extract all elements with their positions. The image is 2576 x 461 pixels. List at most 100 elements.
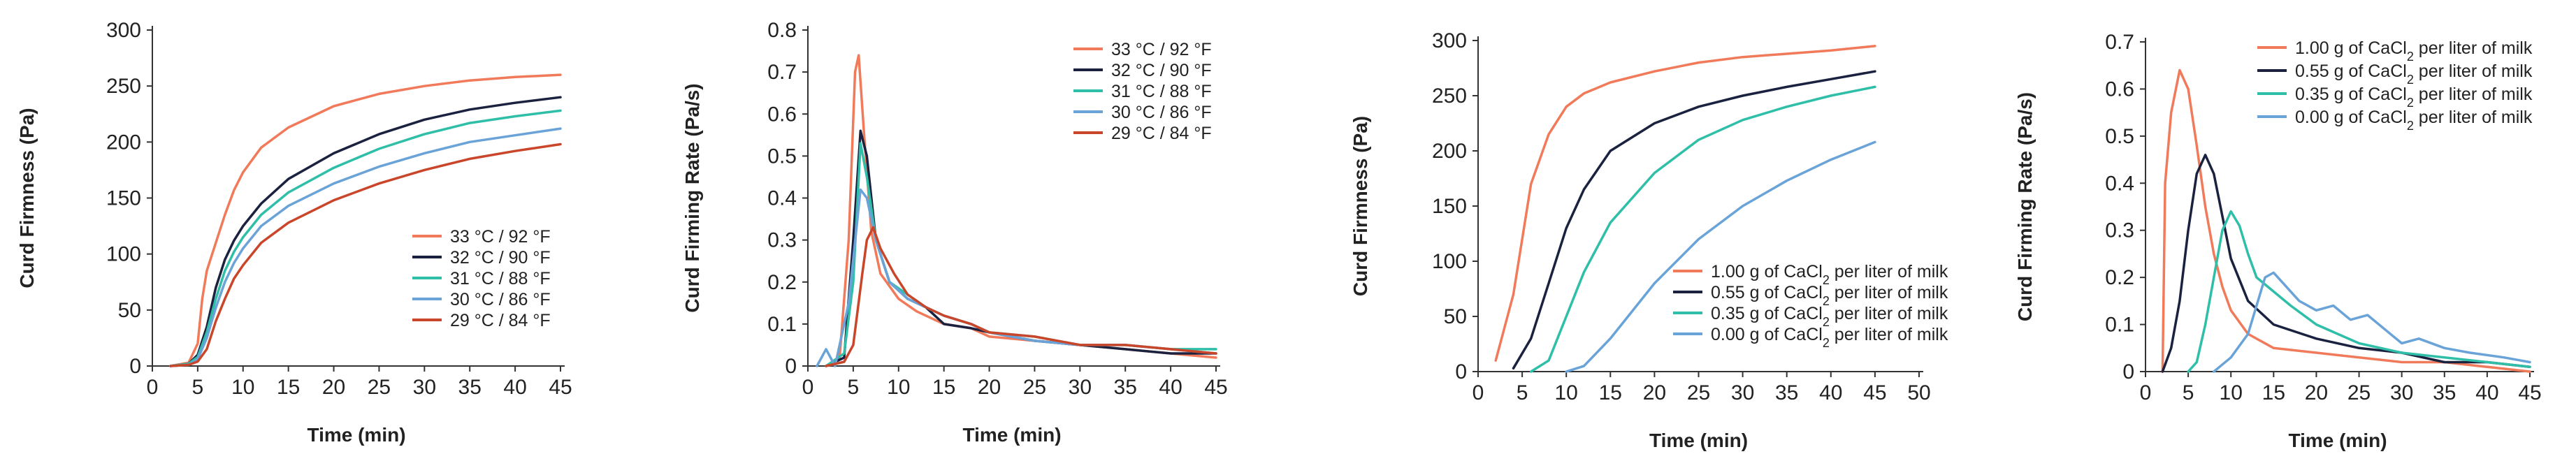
x-tick-label: 45: [1863, 381, 1886, 404]
legend-label: 33 °C / 92 °F: [450, 227, 551, 247]
x-tick-label: 35: [458, 376, 482, 399]
y-axis-title: Curd Firming Rate (Pa/s): [681, 83, 703, 312]
y-tick-label: 300: [106, 19, 141, 42]
legend-label: 0.00 g of CaCl2 per liter of milk: [2295, 108, 2533, 133]
x-tick-label: 0: [1472, 381, 1484, 404]
x-tick-label: 0: [147, 376, 159, 399]
x-tick-label: 45: [549, 376, 572, 399]
legend-label: 32 °C / 90 °F: [450, 248, 551, 268]
series-line-5: [825, 226, 1217, 367]
y-tick-label: 0.5: [2105, 125, 2134, 148]
chart-4: 0 5 10 15 20 25 30 35 40 45 0 0.1 0.2 0.3 0.4 0.5 0.6 0.7…: [2014, 31, 2542, 451]
x-tick-label: 0: [802, 376, 814, 399]
x-axis-title: Time (min): [307, 424, 405, 446]
y-tick-label: 0.4: [767, 187, 797, 210]
legend-label: 0.00 g of CaCl2 per liter of milk: [1711, 325, 1948, 350]
legend-label: 0.55 g of CaCl2 per liter of milk: [1711, 283, 1948, 308]
legend-label: 29 °C / 84 °F: [450, 311, 551, 330]
y-tick-label: 150: [106, 187, 141, 210]
series-line-5: [169, 142, 562, 367]
x-tick-label: 30: [413, 376, 436, 399]
y-tick-label: 150: [1432, 195, 1467, 218]
y-tick-label: 50: [118, 299, 141, 322]
legend-label: 30 °C / 86 °F: [1111, 103, 1212, 122]
y-tick-label: 0.6: [2105, 78, 2134, 101]
y-tick-label: 0.6: [767, 103, 797, 126]
x-tick-label: 50: [1907, 381, 1930, 404]
x-tick-label: 5: [1517, 381, 1528, 404]
x-tick-label: 15: [277, 376, 300, 399]
x-tick-label: 5: [2183, 381, 2194, 404]
x-axis-title: Time (min): [962, 424, 1061, 446]
y-tick-label: 0.5: [767, 145, 797, 168]
x-tick-label: 40: [2475, 381, 2498, 404]
y-axis-title: Curd Firmness (Pa): [16, 108, 38, 288]
y-tick-label: 200: [106, 131, 141, 154]
legend-label: 30 °C / 86 °F: [450, 290, 551, 309]
legend-label: 1.00 g of CaCl2 per liter of milk: [1711, 262, 1948, 287]
x-axis-title: Time (min): [1649, 430, 1748, 451]
x-tick-label: 25: [1687, 381, 1710, 404]
y-tick-label: 0.2: [2105, 266, 2134, 289]
y-tick-label: 0.1: [767, 313, 797, 336]
x-tick-label: 25: [1023, 376, 1046, 399]
x-tick-label: 30: [2390, 381, 2413, 404]
legend-label: 0.35 g of CaCl2 per liter of milk: [1711, 304, 1948, 329]
y-tick-label: 0.7: [2105, 31, 2134, 54]
x-tick-label: 30: [1069, 376, 1092, 399]
x-tick-label: 5: [848, 376, 860, 399]
x-tick-label: 10: [887, 376, 910, 399]
x-tick-label: 40: [1819, 381, 1842, 404]
y-axis-title: Curd Firming Rate (Pa/s): [2014, 92, 2036, 321]
series-line-2: [169, 96, 562, 367]
chart-2: 0 5 10 15 20 25 30 35 40 45 0 0.1 0.2 0.3 0.4 0.5 0.6 0.7…: [681, 19, 1228, 446]
series-line-4: [169, 127, 562, 367]
y-tick-label: 300: [1432, 29, 1467, 52]
y-tick-label: 0.8: [767, 19, 797, 42]
y-tick-label: 100: [1432, 250, 1467, 273]
legend-label: 33 °C / 92 °F: [1111, 40, 1212, 59]
chart-3: 0 5 10 15 20 25 30 35 40 45 50 0 50 100 150 200 250 300 Ti…: [1349, 29, 1948, 451]
series-line-3: [169, 109, 562, 367]
legend: 33 °C / 92 °F32 °C / 90 °F31 °C / 88 °F3…: [412, 227, 551, 330]
series-line-2: [825, 129, 1217, 367]
series-line-2: [1512, 70, 1876, 370]
series-line-1: [825, 54, 1217, 367]
legend-label: 32 °C / 90 °F: [1111, 61, 1212, 80]
y-tick-label: 200: [1432, 140, 1467, 163]
x-tick-label: 5: [192, 376, 204, 399]
legend-label: 31 °C / 88 °F: [1111, 82, 1212, 101]
series-line-1: [169, 73, 562, 367]
x-tick-label: 35: [2433, 381, 2456, 404]
y-tick-label: 0: [2122, 360, 2134, 383]
x-tick-label: 20: [978, 376, 1001, 399]
x-tick-label: 35: [1775, 381, 1798, 404]
x-tick-label: 10: [231, 376, 254, 399]
y-axis-title: Curd Firmness (Pa): [1349, 116, 1371, 296]
y-tick-label: 250: [106, 75, 141, 98]
legend: 33 °C / 92 °F 32 °C / 90 °F 31 °C / 88 °F 3…: [1073, 40, 1212, 143]
x-tick-label: 10: [1555, 381, 1578, 404]
y-tick-label: 0.1: [2105, 314, 2134, 337]
x-tick-label: 35: [1114, 376, 1137, 399]
x-tick-label: 15: [1599, 381, 1622, 404]
x-tick-label: 0: [2140, 381, 2152, 404]
legend-label: 1.00 g of CaCl2 per liter of milk: [2295, 38, 2533, 64]
y-tick-label: 0.3: [2105, 219, 2134, 242]
y-tick-label: 0.3: [767, 229, 797, 252]
y-tick-label: 0: [1455, 360, 1467, 383]
y-tick-label: 0.4: [2105, 172, 2134, 195]
x-tick-label: 40: [1159, 376, 1182, 399]
series-line-2: [2161, 154, 2531, 373]
legend-label: 0.55 g of CaCl2 per liter of milk: [2295, 61, 2533, 87]
series-line-3: [2187, 210, 2531, 373]
x-tick-label: 10: [2220, 381, 2243, 404]
x-tick-label: 20: [2305, 381, 2328, 404]
chart-1: 0 5 10 15 20 25 30 35 40 45 0 50 100 150 200 250 300 Time…: [16, 19, 572, 446]
y-tick-label: 0: [129, 355, 141, 378]
y-tick-label: 250: [1432, 85, 1467, 108]
series-line-3: [1529, 85, 1876, 373]
